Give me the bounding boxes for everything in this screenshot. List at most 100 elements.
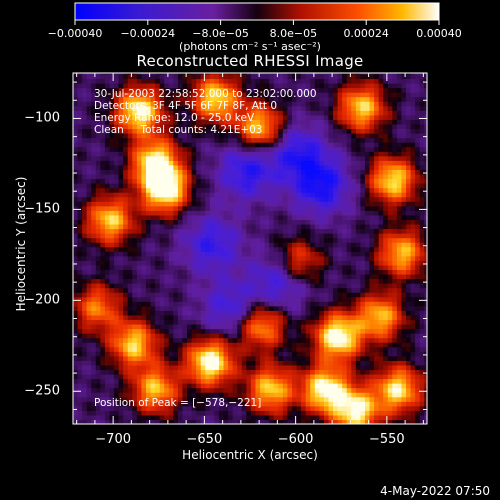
heatmap-cell: [73, 410, 79, 416]
heatmap-cell: [127, 305, 133, 311]
heatmap-cell: [314, 92, 320, 98]
heatmap-cell: [278, 333, 284, 339]
heatmap-cell: [118, 178, 124, 184]
heatmap-cell: [305, 314, 311, 321]
heatmap-cell: [104, 401, 111, 407]
heatmap-cell: [109, 160, 115, 166]
heatmap-cell: [214, 123, 220, 130]
heatmap-cell: [155, 142, 161, 148]
heatmap-cell: [255, 205, 261, 211]
heatmap-cell: [337, 369, 343, 375]
heatmap-cell: [232, 228, 238, 234]
heatmap-cell: [291, 410, 298, 416]
heatmap-cell: [323, 342, 330, 348]
heatmap-cell: [141, 414, 147, 421]
heatmap-cell: [82, 337, 88, 343]
heatmap-cell: [114, 378, 120, 384]
heatmap-cell: [296, 292, 302, 298]
heatmap-cell: [150, 151, 156, 157]
heatmap-cell: [273, 414, 279, 421]
heatmap-cell: [237, 337, 243, 343]
heatmap-cell: [246, 78, 252, 84]
heatmap-cell: [246, 201, 252, 207]
heatmap-cell: [114, 219, 120, 225]
heatmap-cell: [91, 242, 97, 248]
heatmap-cell: [100, 337, 106, 343]
heatmap-cell: [355, 73, 361, 80]
heatmap-cell: [196, 114, 202, 120]
heatmap-cell: [145, 364, 152, 371]
heatmap-cell: [278, 210, 284, 216]
heatmap-cell: [145, 114, 152, 120]
heatmap-cell: [255, 360, 261, 366]
heatmap-cell: [241, 319, 247, 325]
heatmap-cell: [141, 205, 147, 211]
heatmap-cell: [209, 305, 216, 311]
heatmap-cell: [250, 342, 257, 348]
heatmap-cell: [323, 292, 330, 298]
heatmap-cell: [100, 292, 106, 298]
heatmap-cell: [310, 355, 316, 361]
heatmap-cell: [145, 137, 152, 143]
heatmap-cell: [191, 333, 197, 339]
heatmap-cell: [145, 192, 152, 198]
heatmap-cell: [218, 264, 225, 271]
heatmap-cell: [200, 369, 206, 375]
heatmap-cell: [323, 296, 330, 302]
heatmap-cell: [118, 101, 124, 107]
heatmap-cell: [314, 169, 320, 175]
heatmap-cell: [310, 396, 316, 402]
heatmap-cell: [337, 401, 343, 407]
heatmap-cell: [123, 92, 129, 98]
heatmap-cell: [209, 205, 216, 211]
heatmap-cell: [132, 292, 138, 298]
heatmap-cell: [218, 260, 225, 266]
heatmap-cell: [118, 187, 124, 193]
heatmap-cell: [232, 92, 238, 98]
heatmap-cell: [182, 78, 188, 84]
heatmap-cell: [114, 346, 120, 352]
heatmap-cell: [223, 223, 229, 230]
heatmap-cell: [291, 123, 298, 130]
heatmap-cell: [155, 392, 161, 398]
heatmap-cell: [86, 401, 92, 407]
heatmap-cell: [314, 401, 320, 407]
heatmap-cell: [287, 83, 293, 89]
heatmap-cell: [296, 283, 302, 289]
heatmap-cell: [218, 387, 225, 393]
heatmap-cell: [305, 96, 311, 102]
heatmap-cell: [191, 396, 197, 402]
heatmap-cell: [196, 260, 202, 266]
heatmap-cell: [310, 233, 316, 239]
heatmap-cell: [337, 142, 343, 148]
heatmap-cell: [118, 419, 124, 424]
heatmap-cell: [200, 351, 206, 357]
heatmap-cell: [173, 260, 179, 266]
heatmap-cell: [114, 328, 120, 334]
heatmap-cell: [282, 342, 289, 348]
heatmap-cell: [333, 114, 339, 120]
heatmap-cell: [136, 164, 143, 170]
heatmap-cell: [91, 287, 97, 293]
heatmap-cell: [187, 169, 193, 175]
heatmap-cell: [237, 201, 243, 207]
heatmap-cell: [114, 401, 120, 407]
heatmap-cell: [310, 283, 316, 289]
heatmap-cell: [346, 146, 352, 152]
heatmap-cell: [109, 305, 115, 311]
heatmap-cell: [73, 355, 79, 361]
heatmap-cell: [164, 251, 170, 257]
heatmap-cell: [209, 196, 216, 202]
heatmap-cell: [168, 142, 174, 148]
heatmap-cell: [214, 223, 220, 230]
heatmap-cell: [337, 78, 343, 84]
heatmap-cell: [155, 346, 161, 352]
heatmap-cell: [250, 128, 257, 134]
heatmap-cell: [73, 333, 79, 339]
heatmap-cell: [301, 219, 307, 225]
heatmap-cell: [114, 392, 120, 398]
heatmap-cell: [159, 196, 165, 202]
heatmap-cell: [145, 296, 152, 302]
heatmap-cell: [260, 378, 266, 384]
heatmap-cell: [305, 323, 311, 330]
